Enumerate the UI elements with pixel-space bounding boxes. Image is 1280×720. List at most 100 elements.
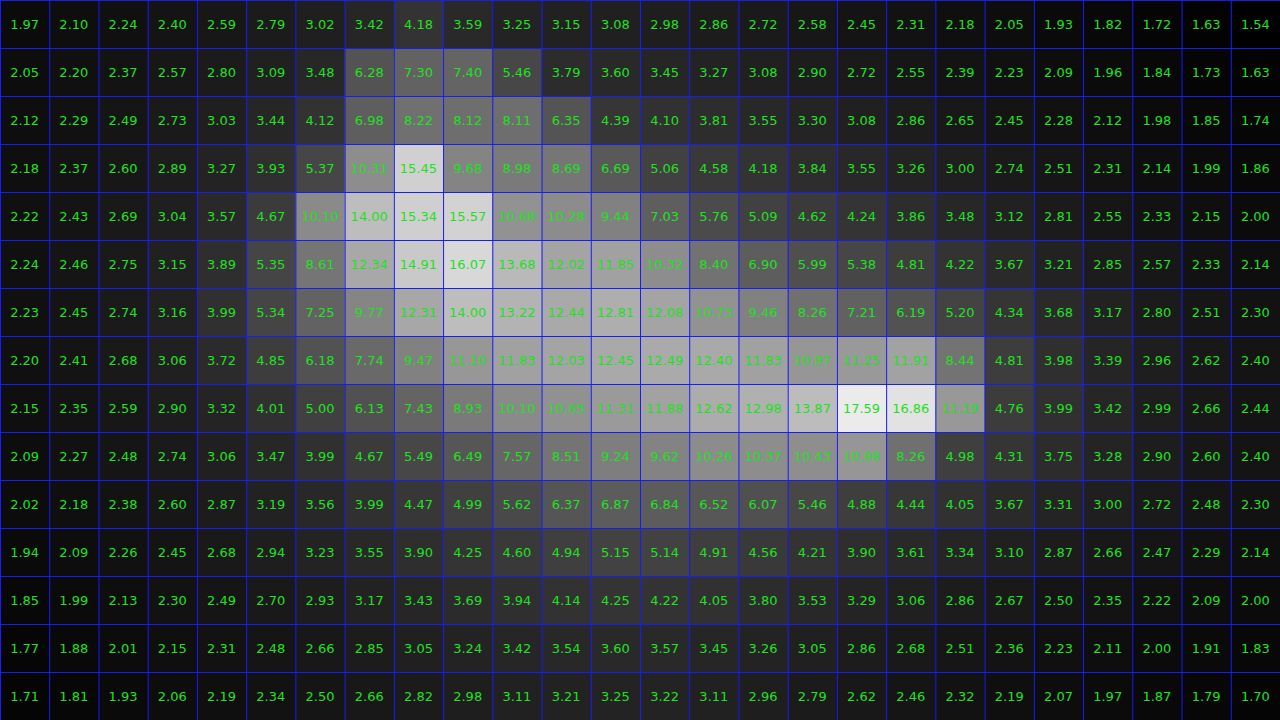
svg-text:3.28: 3.28 [1093, 449, 1122, 464]
svg-text:1.63: 1.63 [1241, 65, 1270, 80]
svg-text:3.06: 3.06 [158, 353, 187, 368]
svg-text:3.26: 3.26 [896, 161, 925, 176]
svg-text:4.94: 4.94 [552, 545, 581, 560]
svg-text:2.45: 2.45 [995, 113, 1024, 128]
svg-text:2.72: 2.72 [749, 17, 778, 32]
svg-text:10.68: 10.68 [498, 209, 535, 224]
svg-text:1.83: 1.83 [1241, 641, 1270, 656]
svg-text:6.52: 6.52 [699, 497, 728, 512]
svg-text:2.59: 2.59 [207, 17, 236, 32]
svg-text:1.73: 1.73 [1192, 65, 1221, 80]
svg-text:3.27: 3.27 [207, 161, 236, 176]
svg-text:3.12: 3.12 [995, 209, 1024, 224]
svg-text:2.33: 2.33 [1192, 257, 1221, 272]
svg-text:15.34: 15.34 [400, 209, 437, 224]
svg-text:2.13: 2.13 [109, 593, 138, 608]
svg-text:7.03: 7.03 [650, 209, 679, 224]
svg-text:2.01: 2.01 [109, 641, 138, 656]
svg-text:2.44: 2.44 [1241, 401, 1270, 416]
svg-text:4.21: 4.21 [798, 545, 827, 560]
svg-text:4.14: 4.14 [552, 593, 581, 608]
svg-text:2.79: 2.79 [798, 689, 827, 704]
svg-text:2.02: 2.02 [10, 497, 39, 512]
svg-text:2.45: 2.45 [158, 545, 187, 560]
svg-text:5.49: 5.49 [404, 449, 433, 464]
svg-text:2.57: 2.57 [1142, 257, 1171, 272]
svg-text:4.81: 4.81 [995, 353, 1024, 368]
svg-text:12.02: 12.02 [548, 257, 585, 272]
svg-text:2.29: 2.29 [1192, 545, 1221, 560]
svg-text:2.00: 2.00 [1142, 641, 1171, 656]
svg-text:11.10: 11.10 [449, 353, 486, 368]
svg-text:2.28: 2.28 [1044, 113, 1073, 128]
svg-text:2.98: 2.98 [650, 17, 679, 32]
svg-text:3.44: 3.44 [256, 113, 285, 128]
svg-text:1.91: 1.91 [1192, 641, 1221, 656]
svg-text:2.51: 2.51 [1044, 161, 1073, 176]
svg-text:1.99: 1.99 [59, 593, 88, 608]
svg-text:2.07: 2.07 [1044, 689, 1073, 704]
svg-text:3.31: 3.31 [1044, 497, 1073, 512]
svg-text:2.98: 2.98 [453, 689, 482, 704]
svg-text:3.11: 3.11 [502, 689, 531, 704]
svg-text:2.00: 2.00 [1241, 209, 1270, 224]
svg-text:5.46: 5.46 [502, 65, 531, 80]
svg-text:2.36: 2.36 [995, 641, 1024, 656]
svg-text:8.93: 8.93 [453, 401, 482, 416]
svg-text:4.88: 4.88 [847, 497, 876, 512]
svg-text:1.82: 1.82 [1093, 17, 1122, 32]
svg-text:3.22: 3.22 [650, 689, 679, 704]
svg-text:11.85: 11.85 [597, 257, 634, 272]
svg-text:6.98: 6.98 [355, 113, 384, 128]
svg-text:2.90: 2.90 [158, 401, 187, 416]
svg-text:3.98: 3.98 [1044, 353, 1073, 368]
svg-text:2.96: 2.96 [749, 689, 778, 704]
svg-text:2.48: 2.48 [109, 449, 138, 464]
svg-text:1.77: 1.77 [10, 641, 39, 656]
svg-text:12.31: 12.31 [400, 305, 437, 320]
svg-text:2.05: 2.05 [10, 65, 39, 80]
svg-text:2.69: 2.69 [109, 209, 138, 224]
svg-text:10.10: 10.10 [301, 209, 338, 224]
svg-text:6.35: 6.35 [552, 113, 581, 128]
svg-text:2.10: 2.10 [59, 17, 88, 32]
svg-text:1.54: 1.54 [1241, 17, 1270, 32]
svg-text:3.17: 3.17 [1093, 305, 1122, 320]
svg-text:10.37: 10.37 [744, 449, 781, 464]
svg-text:4.76: 4.76 [995, 401, 1024, 416]
svg-text:2.70: 2.70 [256, 593, 285, 608]
svg-text:2.60: 2.60 [158, 497, 187, 512]
svg-text:11.19: 11.19 [941, 401, 978, 416]
svg-text:2.30: 2.30 [1241, 497, 1270, 512]
svg-text:1.79: 1.79 [1192, 689, 1221, 704]
svg-text:8.22: 8.22 [404, 113, 433, 128]
svg-text:2.80: 2.80 [207, 65, 236, 80]
svg-text:5.34: 5.34 [256, 305, 285, 320]
svg-text:1.99: 1.99 [1192, 161, 1221, 176]
svg-text:2.81: 2.81 [1044, 209, 1073, 224]
svg-text:3.09: 3.09 [256, 65, 285, 80]
svg-text:3.90: 3.90 [404, 545, 433, 560]
svg-text:2.30: 2.30 [1241, 305, 1270, 320]
svg-text:13.22: 13.22 [498, 305, 535, 320]
svg-text:11.83: 11.83 [498, 353, 535, 368]
svg-text:3.53: 3.53 [798, 593, 827, 608]
svg-text:3.25: 3.25 [601, 689, 630, 704]
svg-text:3.30: 3.30 [798, 113, 827, 128]
svg-text:5.15: 5.15 [601, 545, 630, 560]
svg-text:2.90: 2.90 [798, 65, 827, 80]
svg-text:3.86: 3.86 [896, 209, 925, 224]
svg-text:1.86: 1.86 [1241, 161, 1270, 176]
svg-text:3.55: 3.55 [749, 113, 778, 128]
svg-text:5.06: 5.06 [650, 161, 679, 176]
svg-text:3.05: 3.05 [404, 641, 433, 656]
svg-text:6.18: 6.18 [306, 353, 335, 368]
svg-text:2.20: 2.20 [10, 353, 39, 368]
svg-text:6.28: 6.28 [355, 65, 384, 80]
svg-text:2.14: 2.14 [1241, 545, 1270, 560]
svg-text:2.00: 2.00 [1241, 593, 1270, 608]
svg-text:3.16: 3.16 [158, 305, 187, 320]
svg-text:1.87: 1.87 [1142, 689, 1171, 704]
svg-text:12.08: 12.08 [646, 305, 683, 320]
svg-text:2.23: 2.23 [995, 65, 1024, 80]
